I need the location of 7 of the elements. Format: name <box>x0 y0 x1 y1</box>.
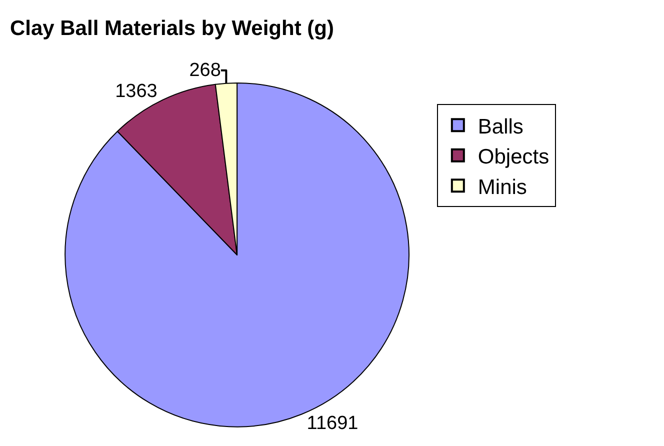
legend-label: Objects <box>478 146 550 169</box>
chart-title: Clay Ball Materials by Weight (g) <box>10 16 334 40</box>
data-label: 11691 <box>306 412 358 434</box>
data-label: 1363 <box>115 80 158 102</box>
data-label: 268 <box>189 60 221 81</box>
legend-label: Balls <box>478 115 524 138</box>
legend-label: Minis <box>478 176 527 199</box>
